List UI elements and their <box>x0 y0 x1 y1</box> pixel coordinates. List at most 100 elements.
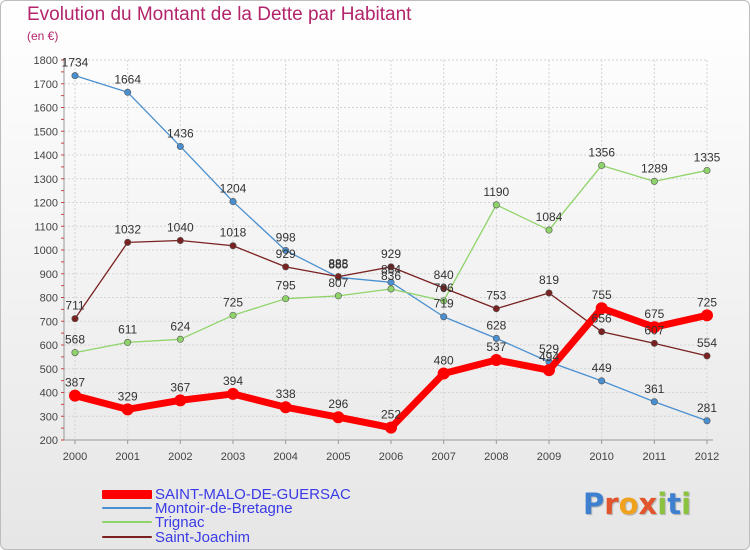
data-point <box>282 295 290 303</box>
data-label: 252 <box>381 408 401 422</box>
y-tick-label: 800 <box>40 293 58 305</box>
legend-swatch <box>102 521 152 523</box>
data-point <box>71 349 79 357</box>
data-label: 1084 <box>536 210 563 224</box>
data-point <box>71 72 79 80</box>
legend-item-trignac: Trignac <box>102 513 204 531</box>
data-label: 387 <box>65 376 85 390</box>
legend-swatch <box>102 489 152 499</box>
legend-label: Montoir-de-Bretagne <box>155 499 293 517</box>
data-label: 840 <box>434 268 454 282</box>
data-point <box>598 161 606 169</box>
data-label: 719 <box>434 297 454 311</box>
data-label: 836 <box>381 269 401 283</box>
logo-letter: i <box>681 487 692 521</box>
data-label: 755 <box>592 288 612 302</box>
data-label: 753 <box>486 289 506 303</box>
data-label: 1204 <box>220 182 247 196</box>
data-label: 1734 <box>62 56 89 70</box>
series-trignac <box>71 161 711 357</box>
x-tick-label: 2001 <box>115 451 139 463</box>
data-point <box>437 367 450 380</box>
data-point <box>71 315 79 323</box>
y-tick-label: 1300 <box>34 174 58 186</box>
data-point <box>545 289 553 297</box>
y-tick-label: 1500 <box>34 126 58 138</box>
y-tick-label: 1600 <box>34 103 58 115</box>
data-point <box>124 88 132 96</box>
logo-letter: i <box>657 487 668 521</box>
legend-item-saint-joachim: Saint-Joachim <box>102 528 250 546</box>
data-label: 494 <box>539 350 559 364</box>
series-saint-joachim <box>71 237 711 360</box>
data-point <box>69 389 81 402</box>
data-point <box>176 237 184 245</box>
data-point <box>279 401 292 414</box>
legend-swatch <box>102 536 152 538</box>
data-point <box>334 292 342 300</box>
y-tick-label: 1200 <box>34 198 58 210</box>
data-point <box>282 246 290 254</box>
data-label: 449 <box>592 361 612 375</box>
data-point <box>124 238 132 246</box>
data-point <box>703 352 711 360</box>
data-point <box>387 285 395 293</box>
legend-swatch <box>102 507 152 509</box>
x-tick-label: 2010 <box>589 451 613 463</box>
data-point <box>701 309 713 322</box>
data-label: 529 <box>539 342 559 356</box>
x-tick-label: 2011 <box>643 451 667 463</box>
data-label: 929 <box>276 247 296 261</box>
data-point <box>703 417 711 425</box>
data-point <box>492 201 500 209</box>
x-tick-label: 2003 <box>221 451 245 463</box>
y-tick-label: 400 <box>40 388 58 400</box>
y-tick-label: 1700 <box>34 79 58 91</box>
y-tick-label: 300 <box>40 411 58 423</box>
data-label: 480 <box>434 354 454 368</box>
x-tick-label: 2008 <box>484 451 508 463</box>
data-label: 1032 <box>114 222 141 236</box>
legend-label: SAINT-MALO-DE-GUERSAC <box>155 485 351 503</box>
data-point <box>332 411 345 424</box>
data-point <box>490 353 503 366</box>
data-point <box>387 263 395 271</box>
data-label: 1040 <box>167 221 194 235</box>
x-tick-label: 2005 <box>326 451 350 463</box>
data-point <box>648 321 661 334</box>
data-point <box>176 142 184 150</box>
data-label: 329 <box>118 389 138 403</box>
data-label: 725 <box>697 295 717 309</box>
data-point <box>598 328 606 336</box>
data-label: 1289 <box>641 161 668 175</box>
data-point <box>174 394 187 407</box>
y-tick-label: 600 <box>40 340 58 352</box>
x-tick-label: 2012 <box>695 451 719 463</box>
y-tick-label: 900 <box>40 269 58 281</box>
data-label: 675 <box>644 307 664 321</box>
data-point <box>121 403 134 416</box>
y-tick-label: 200 <box>40 435 58 447</box>
data-label: 281 <box>697 401 717 415</box>
y-tick-label: 1100 <box>34 221 58 233</box>
data-point <box>650 177 658 185</box>
y-tick-label: 500 <box>40 364 58 376</box>
data-label: 1335 <box>694 150 721 164</box>
data-point <box>440 313 448 321</box>
data-label: 1018 <box>220 226 247 240</box>
y-tick-label: 1800 <box>34 55 58 67</box>
x-tick-label: 2002 <box>168 451 192 463</box>
series-layer <box>69 72 713 434</box>
data-label: 885 <box>328 257 348 271</box>
data-point <box>229 198 237 206</box>
data-point <box>176 335 184 343</box>
data-label: 361 <box>644 382 664 396</box>
data-label: 1356 <box>588 145 615 159</box>
data-point <box>227 387 239 400</box>
data-point <box>385 421 397 434</box>
data-label: 888 <box>328 257 348 271</box>
logo-letter: x <box>638 487 658 521</box>
data-point <box>543 364 555 377</box>
data-point <box>440 297 448 305</box>
